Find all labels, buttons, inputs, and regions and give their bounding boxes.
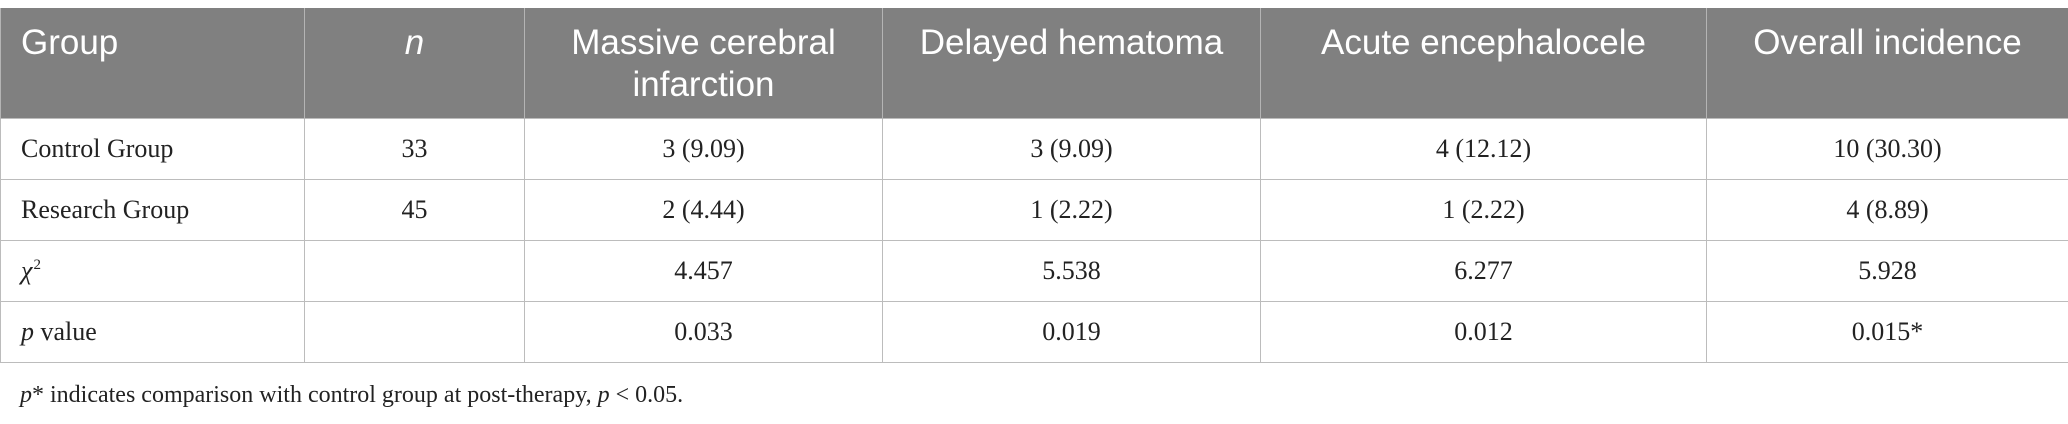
cell-n-empty (304, 239, 525, 302)
cell-delayed-hematoma: 0.019 (882, 300, 1261, 363)
cell-n: 45 (304, 178, 525, 241)
cell-overall-incidence: 10 (30.30) (1706, 117, 2068, 180)
data-table-container: Group n Massive cerebral infarction Dela… (0, 8, 2068, 363)
cell-overall-incidence: 0.015* (1706, 300, 2068, 363)
cell-group: Research Group (0, 178, 305, 241)
cell-overall-incidence: 4 (8.89) (1706, 178, 2068, 241)
footnote-threshold: < 0.05. (609, 382, 684, 408)
header-acute-encephalocele: Acute encephalocele (1260, 8, 1707, 118)
cell-n-empty (304, 300, 525, 363)
p-symbol: p (21, 316, 34, 346)
cell-acute-encephalocele: 0.012 (1260, 300, 1707, 363)
cell-acute-encephalocele: 6.277 (1260, 239, 1707, 302)
header-overall-incidence: Overall incidence (1706, 8, 2068, 118)
table-footnote: p* indicates comparison with control gro… (20, 382, 683, 409)
cell-delayed-hematoma: 1 (2.22) (882, 178, 1261, 241)
cell-n: 33 (304, 117, 525, 180)
header-massive-cerebral-infarction: Massive cerebral infarction (524, 8, 883, 118)
cell-p-value-label: p value (0, 300, 305, 363)
cell-delayed-hematoma: 3 (9.09) (882, 117, 1261, 180)
cell-acute-encephalocele: 4 (12.12) (1260, 117, 1707, 180)
cell-chi-square-label: χ2 (0, 239, 305, 302)
header-row: Group n Massive cerebral infarction Dela… (0, 8, 2068, 118)
cell-delayed-hematoma: 5.538 (882, 239, 1261, 302)
chi-symbol: χ (21, 255, 33, 285)
complications-table: Group n Massive cerebral infarction Dela… (0, 8, 2068, 363)
table-header: Group n Massive cerebral infarction Dela… (0, 8, 2068, 118)
p-value-text: value (34, 316, 97, 346)
header-n: n (304, 8, 525, 118)
cell-overall-incidence: 5.928 (1706, 239, 2068, 302)
footnote-text: * indicates comparison with control grou… (32, 382, 598, 408)
table-row-control: Control Group 33 3 (9.09) 3 (9.09) 4 (12… (0, 117, 2068, 180)
header-group: Group (0, 8, 305, 118)
chi-superscript: 2 (33, 256, 41, 273)
cell-group: Control Group (0, 117, 305, 180)
table-row-research: Research Group 45 2 (4.44) 1 (2.22) 1 (2… (0, 178, 2068, 241)
cell-massive-cerebral-infarction: 2 (4.44) (524, 178, 883, 241)
table-body: Control Group 33 3 (9.09) 3 (9.09) 4 (12… (0, 117, 2068, 363)
table-row-chi-square: χ2 4.457 5.538 6.277 5.928 (0, 239, 2068, 302)
cell-massive-cerebral-infarction: 3 (9.09) (524, 117, 883, 180)
cell-massive-cerebral-infarction: 0.033 (524, 300, 883, 363)
footnote-p-symbol: p (20, 382, 32, 408)
footnote-p-symbol-2: p (597, 382, 610, 408)
cell-massive-cerebral-infarction: 4.457 (524, 239, 883, 302)
header-delayed-hematoma: Delayed hematoma (882, 8, 1261, 118)
table-row-p-value: p value 0.033 0.019 0.012 0.015* (0, 300, 2068, 363)
cell-acute-encephalocele: 1 (2.22) (1260, 178, 1707, 241)
